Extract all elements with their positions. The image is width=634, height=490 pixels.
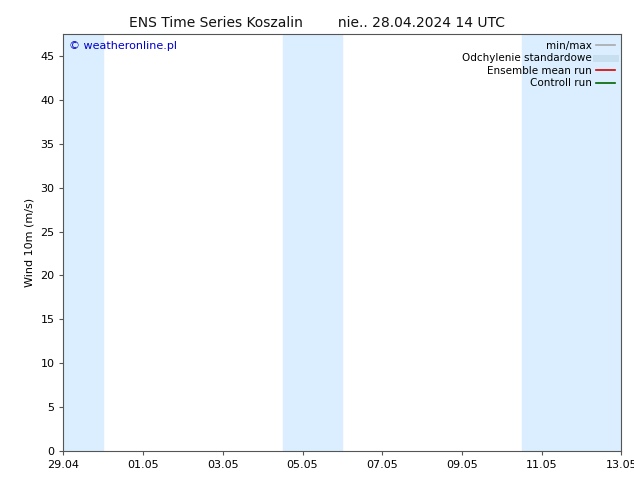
Text: ENS Time Series Koszalin        nie.. 28.04.2024 14 UTC: ENS Time Series Koszalin nie.. 28.04.202… — [129, 16, 505, 30]
Text: © weatheronline.pl: © weatheronline.pl — [69, 41, 177, 50]
Y-axis label: Wind 10m (m/s): Wind 10m (m/s) — [25, 198, 35, 287]
Bar — [283, 34, 342, 451]
Bar — [522, 34, 625, 451]
Legend: min/max, Odchylenie standardowe, Ensemble mean run, Controll run: min/max, Odchylenie standardowe, Ensembl… — [458, 36, 619, 93]
Bar — [60, 34, 103, 451]
